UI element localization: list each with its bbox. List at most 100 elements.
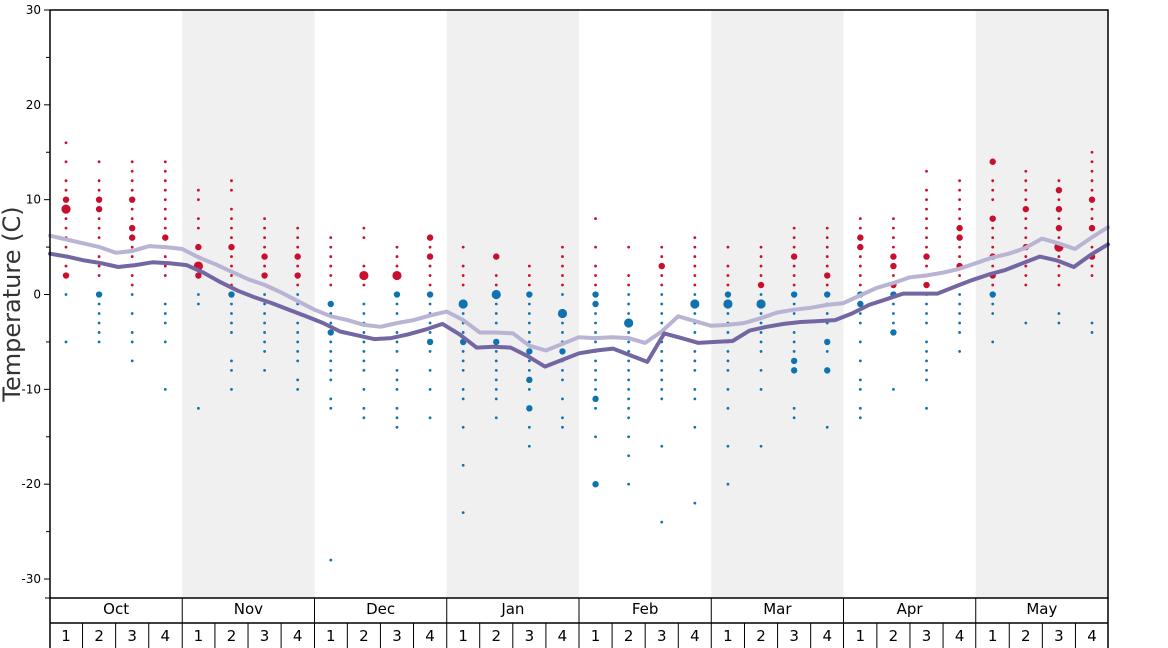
data-point bbox=[925, 312, 928, 315]
data-point bbox=[527, 387, 531, 391]
data-point bbox=[526, 291, 533, 298]
data-point bbox=[561, 264, 564, 268]
week-label: 2 bbox=[889, 627, 899, 645]
data-point bbox=[329, 406, 333, 410]
data-point bbox=[1024, 283, 1028, 287]
data-point bbox=[163, 274, 167, 277]
data-point bbox=[660, 312, 664, 315]
data-point bbox=[263, 331, 266, 334]
data-point bbox=[627, 274, 631, 277]
data-point bbox=[426, 253, 434, 260]
data-point bbox=[660, 302, 664, 306]
data-point bbox=[428, 245, 432, 249]
data-point bbox=[991, 188, 995, 192]
trend-line-dark bbox=[48, 242, 1110, 369]
data-point bbox=[923, 281, 930, 289]
data-point bbox=[163, 207, 167, 211]
data-point bbox=[1088, 224, 1096, 232]
data-point bbox=[64, 264, 68, 268]
data-point bbox=[527, 264, 531, 268]
data-point bbox=[130, 340, 134, 344]
data-point bbox=[428, 321, 432, 325]
data-point bbox=[858, 226, 862, 230]
data-point bbox=[1090, 264, 1094, 268]
data-point bbox=[362, 331, 366, 334]
data-point bbox=[892, 387, 895, 391]
data-point bbox=[494, 274, 498, 277]
data-point bbox=[395, 264, 399, 268]
data-point bbox=[163, 179, 167, 183]
data-point bbox=[627, 302, 631, 306]
data-point bbox=[792, 283, 796, 287]
data-point bbox=[97, 331, 101, 334]
data-point bbox=[825, 236, 829, 240]
data-point bbox=[163, 340, 167, 344]
data-point bbox=[426, 291, 434, 298]
data-point bbox=[956, 234, 963, 241]
data-point bbox=[261, 253, 268, 260]
data-point bbox=[395, 368, 399, 372]
data-point bbox=[196, 226, 200, 230]
data-point bbox=[561, 397, 564, 401]
data-point bbox=[130, 293, 134, 296]
data-point bbox=[395, 387, 399, 391]
data-point bbox=[726, 444, 730, 448]
data-point bbox=[958, 207, 962, 211]
data-point bbox=[923, 253, 930, 260]
data-point bbox=[395, 255, 399, 258]
data-point bbox=[461, 359, 465, 363]
data-point bbox=[1090, 245, 1094, 249]
data-point bbox=[362, 283, 366, 287]
data-point bbox=[693, 397, 697, 401]
data-point bbox=[756, 299, 766, 309]
data-point bbox=[958, 179, 962, 183]
data-point bbox=[757, 281, 765, 289]
data-point bbox=[263, 226, 266, 230]
data-point bbox=[329, 397, 333, 401]
data-point bbox=[1024, 169, 1028, 173]
data-point bbox=[163, 302, 167, 306]
data-point bbox=[329, 255, 333, 258]
data-point bbox=[1057, 179, 1061, 183]
data-point bbox=[792, 245, 796, 249]
data-point bbox=[263, 236, 266, 240]
data-point bbox=[1024, 274, 1028, 277]
week-label: 4 bbox=[161, 627, 171, 645]
data-point bbox=[426, 234, 434, 241]
data-point bbox=[494, 387, 498, 391]
data-point bbox=[1057, 198, 1061, 202]
data-point bbox=[792, 236, 796, 240]
week-label: 3 bbox=[789, 627, 799, 645]
data-point bbox=[163, 226, 167, 230]
data-point bbox=[1057, 312, 1061, 315]
data-point bbox=[395, 245, 399, 249]
data-point bbox=[97, 179, 101, 183]
data-point bbox=[163, 198, 167, 202]
data-point bbox=[130, 179, 134, 183]
data-point bbox=[925, 264, 928, 268]
data-point bbox=[428, 368, 432, 372]
data-point bbox=[660, 350, 664, 353]
data-point bbox=[759, 312, 763, 315]
data-point bbox=[627, 454, 631, 458]
data-point bbox=[989, 291, 996, 298]
trend-lines bbox=[48, 225, 1110, 369]
data-point bbox=[527, 444, 531, 448]
data-point bbox=[724, 291, 732, 298]
y-tick-label: -30 bbox=[21, 572, 41, 586]
data-point bbox=[163, 169, 167, 173]
data-point bbox=[261, 272, 268, 279]
data-point bbox=[561, 245, 564, 249]
data-point bbox=[97, 160, 101, 164]
data-point bbox=[1057, 283, 1061, 287]
data-point bbox=[824, 367, 831, 374]
data-point bbox=[263, 312, 266, 315]
data-point bbox=[527, 359, 531, 363]
data-point bbox=[693, 312, 697, 315]
data-point bbox=[1090, 169, 1094, 173]
data-point bbox=[759, 444, 763, 448]
data-point bbox=[890, 329, 897, 336]
month-band-nov bbox=[182, 10, 315, 598]
data-point bbox=[494, 350, 498, 353]
data-point bbox=[726, 264, 730, 268]
